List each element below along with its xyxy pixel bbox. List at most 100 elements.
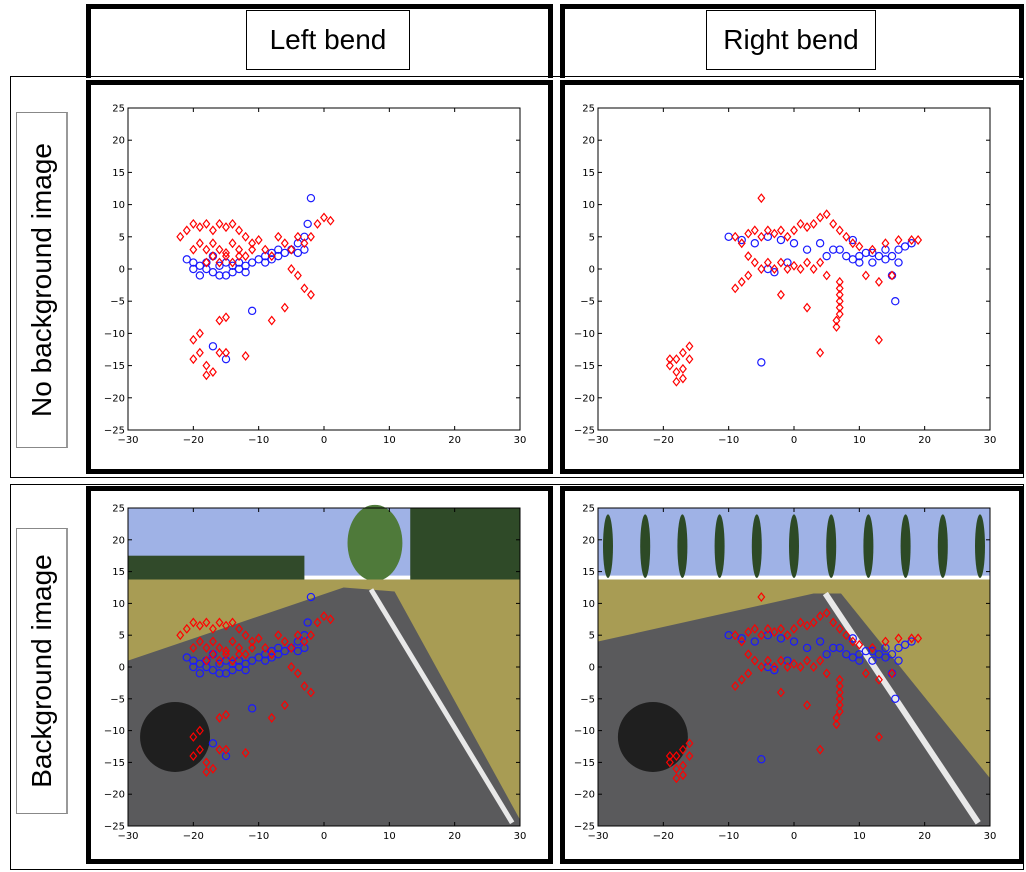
data-point-red	[280, 302, 289, 313]
data-point-red	[816, 611, 825, 622]
data-point-red	[300, 681, 309, 692]
data-point-red	[665, 751, 674, 762]
data-point-red	[796, 662, 805, 672]
data-point-red	[685, 738, 694, 749]
data-point-blue	[195, 669, 205, 678]
data-point-red	[888, 270, 896, 281]
data-point-red	[293, 630, 302, 641]
data-point-red	[228, 218, 237, 229]
data-point-red	[208, 623, 217, 634]
data-point-red	[208, 251, 217, 262]
data-point-blue	[835, 643, 844, 653]
row-label-no-background: No background image	[16, 112, 68, 448]
data-point-red	[907, 235, 916, 245]
y-tick-label: −25	[574, 426, 595, 437]
data-point-blue	[202, 264, 211, 274]
y-tick-label: −20	[104, 790, 125, 801]
data-point-red	[228, 257, 237, 268]
data-point-red	[790, 225, 798, 236]
data-point-blue	[189, 656, 198, 665]
data-point-blue	[894, 245, 903, 254]
data-point-blue	[208, 342, 218, 351]
data-point-red	[783, 231, 792, 242]
data-point-blue	[241, 261, 250, 270]
data-point-red	[770, 627, 779, 637]
x-tick-label: 10	[383, 831, 396, 842]
data-point-blue	[802, 245, 812, 254]
data-point-red	[776, 687, 785, 698]
data-point-blue	[900, 640, 910, 649]
data-point-red	[261, 244, 270, 255]
y-tick-label: 25	[112, 504, 125, 515]
data-point-red	[306, 687, 315, 698]
data-point-red	[744, 251, 753, 262]
cell-right-row1	[560, 80, 1024, 474]
data-point-red	[306, 289, 315, 300]
data-point-red	[222, 620, 230, 631]
header-frame-right	[560, 4, 1024, 78]
data-point-blue	[737, 634, 746, 643]
data-point-red	[208, 763, 217, 774]
data-point-blue	[215, 659, 224, 669]
data-point-red	[776, 623, 785, 634]
x-tick-label: 30	[984, 831, 997, 842]
data-point-red	[835, 674, 844, 685]
data-point-red	[222, 347, 230, 358]
scatter-right-bend-no-background: −30 −20 −10 0 10 20 30 25 20 15 10 5 0 −5 −10 −15 −20 −25	[574, 104, 996, 447]
scatter-left-bend-background: −30 −20 −10 0 10 20 30 25 20 15 10 5 0 −5 −10 −15 −20 −25	[104, 504, 526, 843]
data-point-red	[816, 257, 825, 268]
data-point-red	[731, 231, 740, 242]
data-point-blue	[241, 268, 250, 277]
data-point-blue	[750, 239, 759, 248]
y-tick-label: −15	[104, 758, 125, 769]
data-point-red	[822, 270, 831, 281]
data-point-red	[287, 642, 296, 653]
data-point-red	[809, 617, 818, 628]
data-point-blue	[848, 653, 857, 662]
data-point-red	[287, 662, 296, 672]
data-point-red	[874, 276, 883, 287]
data-point-blue	[221, 354, 231, 364]
data-point-blue	[829, 245, 838, 254]
data-point-red	[267, 315, 276, 326]
data-point-blue	[815, 239, 825, 248]
data-point-red	[182, 225, 191, 236]
scatter-right-bend-background: −30 −20 −10 0 10 20 30 25 20 15 10 5 0 −5 −10 −15 −20 −25	[574, 504, 997, 843]
data-point-red	[803, 302, 812, 313]
data-point-red	[235, 244, 244, 255]
data-point-red	[195, 238, 204, 249]
cypress-tree	[789, 514, 799, 578]
cypress-tree	[826, 514, 837, 578]
speedometer-gauge	[140, 701, 211, 772]
data-point-red	[202, 617, 211, 628]
data-point-red	[678, 363, 687, 374]
y-tick-label: 10	[112, 200, 125, 211]
y-tick-label: 5	[589, 631, 595, 642]
data-point-red	[750, 655, 759, 666]
data-point-red	[202, 244, 211, 255]
data-point-blue	[234, 662, 244, 672]
data-point-red	[254, 633, 263, 644]
data-point-red	[274, 630, 283, 641]
data-point-red	[770, 662, 779, 672]
data-point-blue	[737, 235, 746, 245]
data-point-red	[737, 636, 746, 647]
header-frame-left	[86, 4, 553, 78]
data-point-red	[861, 668, 870, 679]
data-point-red	[254, 235, 263, 245]
data-point-red	[235, 623, 244, 634]
cypress-tree	[603, 514, 613, 578]
data-point-blue	[757, 755, 766, 764]
data-point-red	[241, 630, 250, 641]
data-point-red	[835, 623, 844, 634]
data-point-blue	[303, 618, 312, 627]
data-point-red	[822, 607, 831, 618]
y-tick-label: 5	[119, 631, 125, 642]
x-tick-label: −10	[248, 435, 269, 446]
data-point-blue	[789, 637, 799, 646]
data-point-red	[274, 231, 283, 242]
data-point-blue	[267, 646, 276, 656]
y-tick-label: −10	[574, 329, 595, 340]
data-point-blue	[861, 646, 871, 656]
data-point-red	[731, 630, 740, 641]
